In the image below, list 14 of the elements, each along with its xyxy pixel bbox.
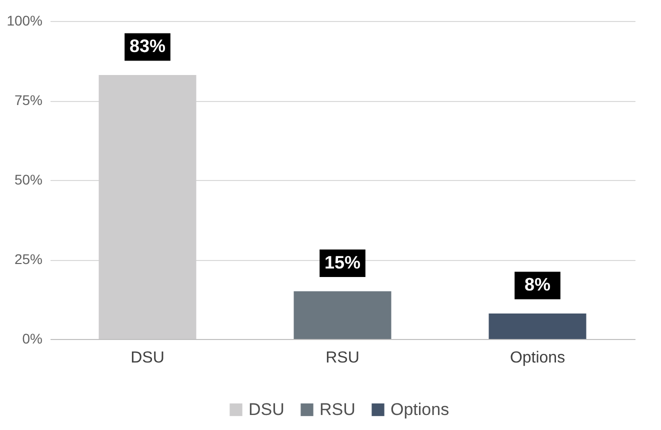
data-label: 8% bbox=[524, 274, 551, 295]
y-tick-label: 0% bbox=[22, 330, 42, 346]
legend-label: Options bbox=[390, 400, 450, 419]
x-tick-label: RSU bbox=[326, 350, 360, 366]
legend-label: DSU bbox=[248, 400, 284, 419]
x-tick-label: Options bbox=[510, 350, 566, 366]
y-tick-label: 50% bbox=[14, 172, 42, 188]
data-label: 83% bbox=[129, 36, 166, 56]
y-tick-label: 100% bbox=[6, 12, 42, 28]
y-tick-label: 25% bbox=[14, 251, 42, 267]
data-label: 15% bbox=[324, 252, 361, 272]
x-tick-label: DSU bbox=[130, 350, 164, 366]
legend-label: RSU bbox=[320, 400, 356, 419]
y-tick-label: 75% bbox=[14, 92, 42, 108]
